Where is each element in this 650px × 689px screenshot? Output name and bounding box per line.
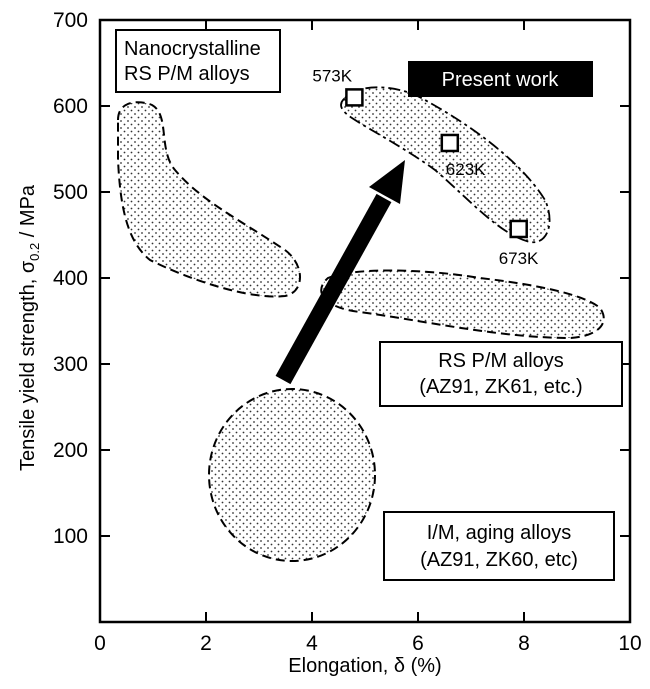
x-tick-label: 6: [412, 632, 424, 655]
y-axis-label-sub: 0.2: [27, 243, 42, 261]
data-point-marker: [509, 219, 528, 239]
y-tick-label: 600: [53, 95, 88, 118]
y-axis-label-main: Tensile yield strength, σ: [17, 260, 39, 471]
y-axis-ticks: 100 200 300 400 500 600 700: [53, 9, 630, 548]
legend-box-nanocrystalline: Nanocrystalline RS P/M alloys: [115, 29, 281, 93]
y-tick-label: 300: [53, 353, 88, 376]
data-point-label: 573K: [312, 66, 352, 85]
y-tick-label: 400: [53, 267, 88, 290]
data-point-label: 623K: [446, 160, 486, 179]
y-axis-label: Tensile yield strength, σ0.2 / MPa: [17, 184, 42, 471]
x-tick-label: 10: [618, 632, 641, 655]
x-axis-label: Elongation, δ (%): [288, 655, 441, 677]
trend-arrow: [275, 160, 405, 385]
rs-pm-label-line1: RS P/M alloys: [438, 350, 564, 372]
region-nanocrystalline: [117, 101, 301, 298]
data-point-marker: [345, 88, 364, 107]
data-point-label: 673K: [499, 249, 539, 268]
data-point-marker: [440, 133, 460, 153]
im-aging-label-line1: I/M, aging alloys: [427, 522, 572, 544]
present-work-label: Present work: [442, 69, 560, 91]
x-tick-label: 4: [306, 632, 318, 655]
im-aging-label-line2: (AZ91, ZK60, etc): [420, 549, 578, 571]
present-work-badge: Present work: [408, 61, 593, 97]
rs-pm-label-line2: (AZ91, ZK61, etc.): [419, 376, 582, 398]
legend-box-rs-pm: RS P/M alloys (AZ91, ZK61, etc.): [379, 341, 623, 407]
plot-frame: [98, 18, 632, 624]
nanocrystalline-label-line2: RS P/M alloys: [124, 63, 250, 85]
x-axis-ticks: 0 2 4 6 8 10: [94, 20, 642, 655]
y-tick-label: 500: [53, 181, 88, 204]
region-rs-pm: [320, 269, 605, 340]
data-points: 573K 623K 673K: [312, 66, 539, 268]
y-axis-label-unit: / MPa: [17, 184, 39, 243]
x-tick-label: 8: [518, 632, 530, 655]
nanocrystalline-label-line1: Nanocrystalline: [124, 38, 261, 60]
region-im-aging: [208, 388, 376, 562]
x-tick-label: 2: [200, 632, 212, 655]
y-tick-label: 700: [53, 9, 88, 32]
x-tick-label: 0: [94, 632, 106, 655]
region-present-work: [340, 86, 551, 243]
y-tick-label: 100: [53, 525, 88, 548]
legend-box-im-aging: I/M, aging alloys (AZ91, ZK60, etc): [383, 511, 615, 581]
y-tick-label: 200: [53, 439, 88, 462]
